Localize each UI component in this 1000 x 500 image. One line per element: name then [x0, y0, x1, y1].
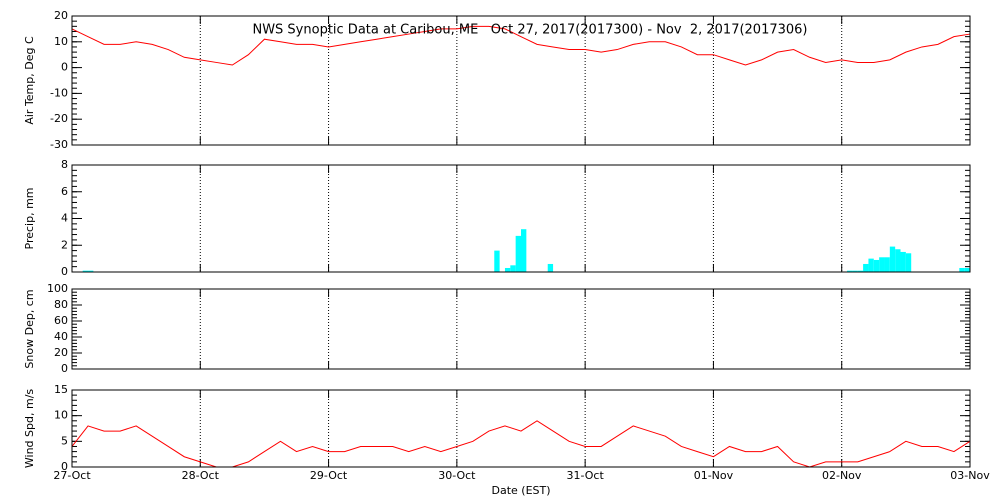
bar: [521, 229, 527, 272]
x-tick-label: 28-Oct: [182, 469, 220, 482]
y-tick-label: 15: [54, 383, 68, 396]
y-tick-label: -10: [50, 86, 68, 99]
y-tick-label: 8: [61, 158, 68, 171]
bar: [889, 246, 896, 272]
y-tick-label: 6: [61, 185, 68, 198]
y-tick-label: 40: [54, 330, 68, 343]
bar: [847, 270, 853, 272]
y-axis-label: Snow Dep, cm: [23, 289, 36, 368]
x-tick-label: 29-Oct: [310, 469, 348, 482]
y-tick-label: 0: [61, 460, 68, 473]
y-tick-label: 2: [61, 238, 68, 251]
y-axis-label: Wind Spd, m/s: [23, 389, 36, 469]
y-tick-label: 4: [61, 212, 68, 225]
plot-frame: [71, 389, 971, 468]
bar: [88, 270, 94, 272]
x-tick-label: 27-Oct: [53, 469, 91, 482]
y-tick-label: 10: [54, 409, 68, 422]
y-tick-label: 60: [54, 314, 68, 327]
y-tick-label: 100: [47, 282, 68, 295]
plot-frame: [71, 164, 971, 273]
bar: [873, 259, 880, 272]
x-axis-label: Date (EST): [491, 484, 550, 497]
bar: [868, 258, 874, 272]
y-tick-label: -20: [50, 112, 68, 125]
x-tick-label: 01-Nov: [694, 469, 734, 482]
bar: [900, 251, 906, 272]
bar: [515, 235, 521, 272]
y-axis-label: Precip, mm: [23, 188, 36, 250]
bar: [884, 257, 890, 272]
y-tick-label: 0: [61, 61, 68, 74]
y-tick-label: 0: [61, 362, 68, 375]
x-tick-label: 02-Nov: [822, 469, 862, 482]
bar: [504, 267, 511, 272]
y-tick-label: 20: [54, 346, 68, 359]
bar: [879, 257, 885, 272]
y-tick-label: 10: [54, 35, 68, 48]
y-tick-label: -30: [50, 138, 68, 151]
bar: [547, 263, 554, 272]
plot-frame: [71, 15, 971, 146]
x-tick-label: 30-Oct: [438, 469, 476, 482]
y-tick-label: 80: [54, 298, 68, 311]
bar: [510, 265, 516, 272]
bar: [964, 267, 970, 272]
chart-title: NWS Synoptic Data at Caribou, ME Oct 27,…: [252, 23, 807, 38]
bar: [494, 250, 500, 272]
bar: [852, 270, 858, 272]
y-tick-label: 20: [54, 9, 68, 22]
data-line: [71, 25, 971, 66]
bar: [82, 270, 89, 272]
bar: [905, 253, 912, 272]
y-axis-label: Air Temp, Deg C: [23, 36, 36, 125]
y-tick-label: 5: [61, 434, 68, 447]
bar: [959, 267, 965, 272]
bar: [857, 270, 864, 272]
x-tick-label: 31-Oct: [566, 469, 604, 482]
x-tick-label: 03-Nov: [950, 469, 990, 482]
plot-frame: [71, 288, 971, 370]
bar: [863, 263, 869, 272]
y-tick-label: 0: [61, 265, 68, 278]
bar: [895, 249, 901, 272]
